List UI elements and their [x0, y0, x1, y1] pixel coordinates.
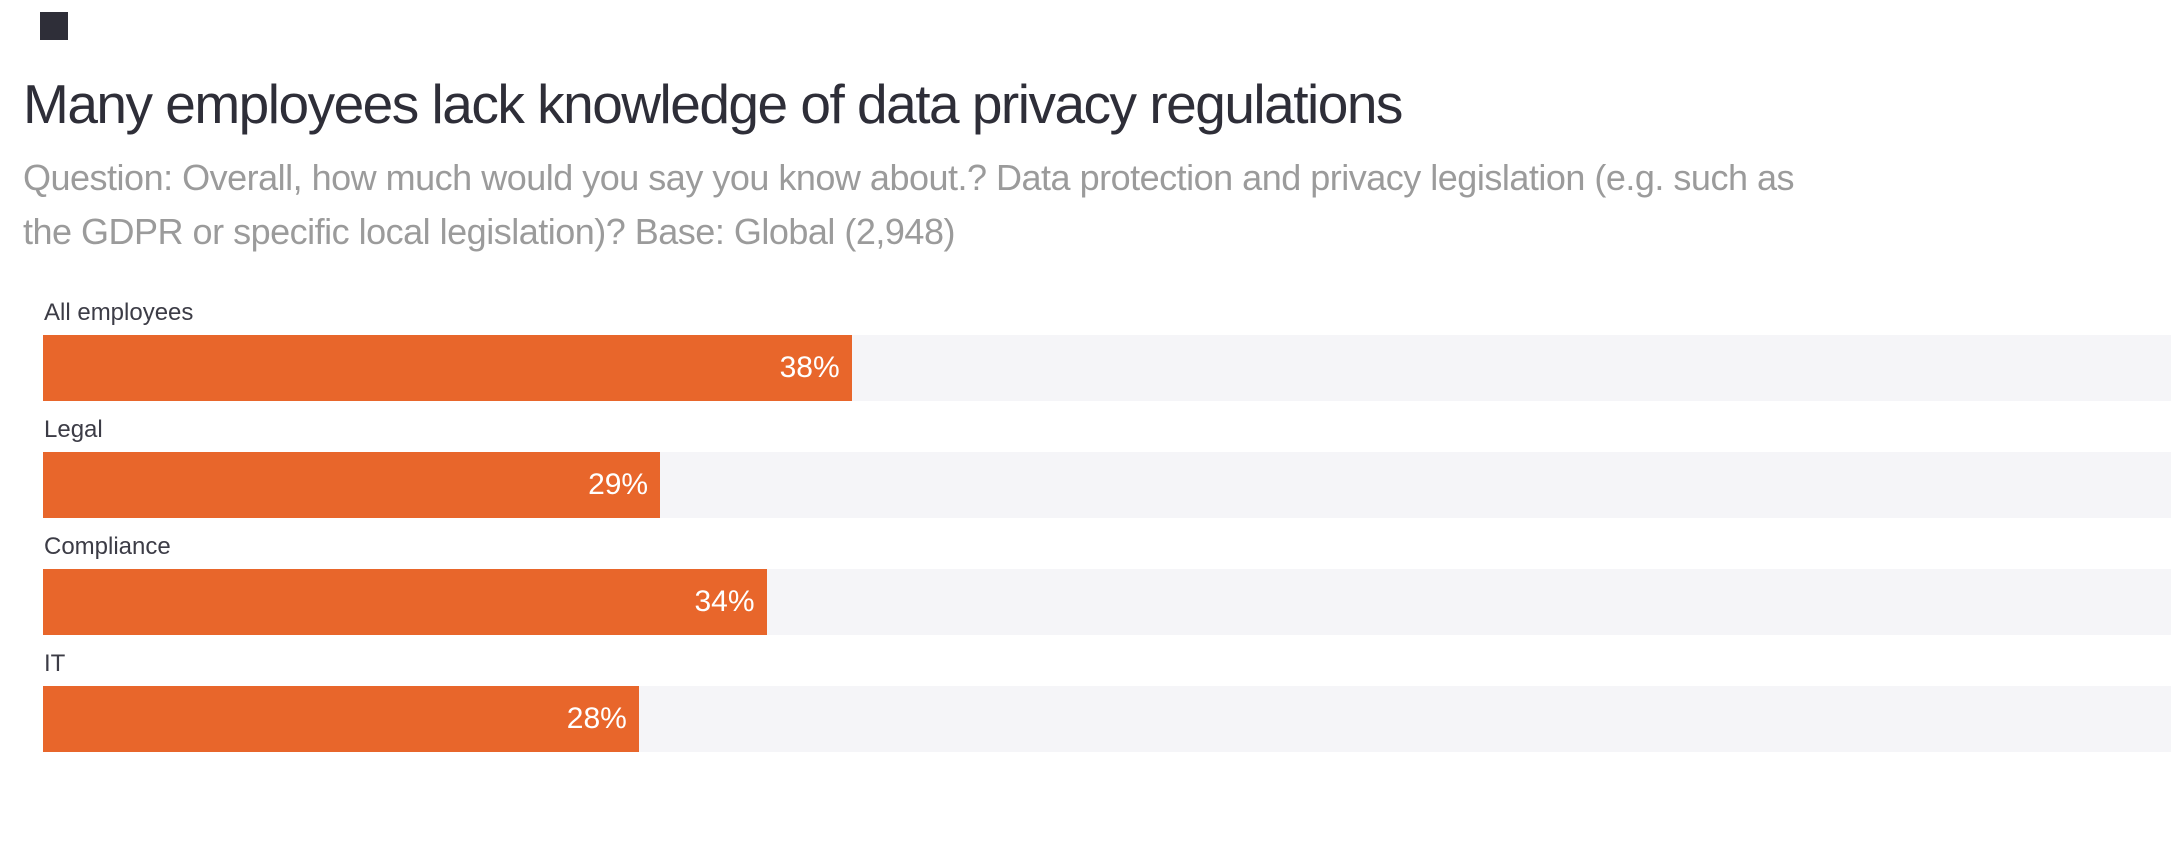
chart-row: Legal 29% [43, 416, 2171, 518]
bar-value-label: 29% [588, 468, 649, 501]
bar-category-label: IT [44, 650, 66, 677]
chart-row: IT 28% [43, 650, 2171, 752]
subtitle-line-1: Question: Overall, how much would you sa… [23, 157, 1794, 198]
bar-track: 38% [43, 335, 2171, 401]
subtitle-line-2: the GDPR or specific local legislation)?… [23, 211, 955, 252]
bar-category-label: Legal [44, 416, 103, 443]
chart-row: Compliance 34% [43, 533, 2171, 635]
logo-square [40, 12, 68, 40]
bar: 29% [43, 452, 661, 518]
bar: 28% [43, 686, 639, 752]
page-subtitle: Question: Overall, how much would you sa… [23, 151, 2175, 259]
bar-track: 28% [43, 686, 2171, 752]
bar-track: 29% [43, 452, 2171, 518]
bar: 38% [43, 335, 852, 401]
bar-track: 34% [43, 569, 2171, 635]
bar: 34% [43, 569, 767, 635]
bar-value-label: 28% [566, 702, 627, 735]
bar-category-label: All employees [44, 299, 194, 326]
bar-value-label: 34% [694, 585, 755, 618]
chart-row: All employees 38% [43, 299, 2171, 401]
bar-value-label: 38% [779, 351, 840, 384]
bar-category-label: Compliance [44, 533, 171, 560]
bar-chart: All employees 38% Legal 29% Compliance 34% IT 2… [43, 299, 2171, 752]
page-title: Many employees lack knowledge of data pr… [23, 73, 1403, 135]
